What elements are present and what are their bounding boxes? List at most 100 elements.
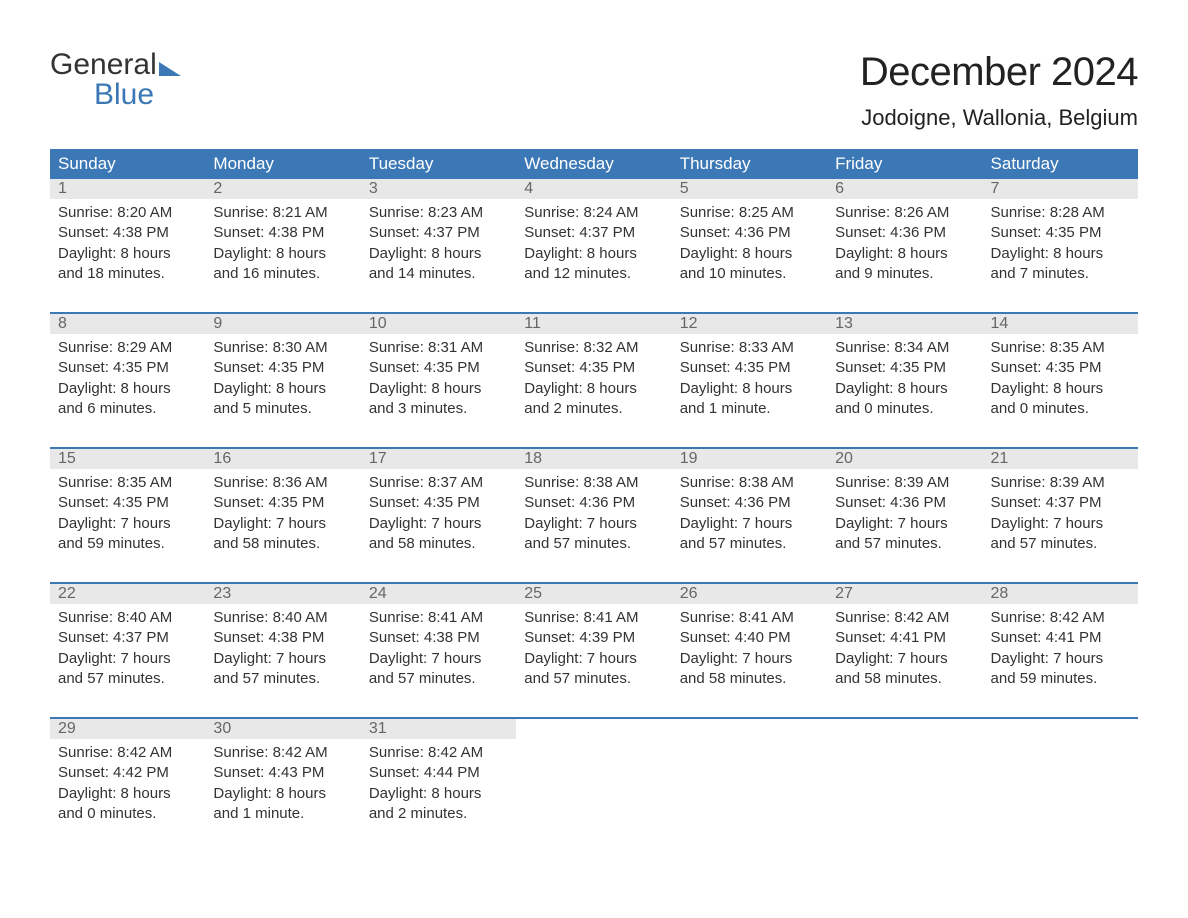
sunrise-line: Sunrise: 8:41 AM: [524, 608, 663, 628]
day-number: 5: [672, 179, 827, 199]
day-header: Monday: [205, 149, 360, 179]
daylight-label: Daylight:: [835, 245, 898, 262]
sunrise-line: Sunrise: 8:39 AM: [835, 473, 974, 493]
daylight-label: Daylight:: [524, 515, 587, 532]
day-cell: Sunrise: 8:42 AMSunset: 4:41 PMDaylight:…: [827, 604, 982, 718]
sunset-line: Sunset: 4:36 PM: [835, 223, 974, 243]
sunset-label: Sunset:: [991, 494, 1046, 511]
day-cell: Sunrise: 8:41 AMSunset: 4:40 PMDaylight:…: [672, 604, 827, 718]
sunrise-line: Sunrise: 8:33 AM: [680, 338, 819, 358]
sunset-value: 4:42 PM: [113, 764, 169, 781]
sunrise-line: Sunrise: 8:35 AM: [991, 338, 1130, 358]
day-cell: Sunrise: 8:24 AMSunset: 4:37 PMDaylight:…: [516, 199, 671, 313]
sunset-label: Sunset:: [991, 224, 1046, 241]
day-number: 9: [205, 313, 360, 334]
sunset-value: 4:35 PM: [424, 359, 480, 376]
sunset-label: Sunset:: [835, 629, 890, 646]
sunset-value: 4:39 PM: [579, 629, 635, 646]
day-number: 20: [827, 448, 982, 469]
sunrise-label: Sunrise:: [58, 204, 117, 221]
sunrise-line: Sunrise: 8:42 AM: [213, 743, 352, 763]
daylight-line2: and 16 minutes.: [213, 264, 352, 284]
sunrise-value: 8:29 AM: [117, 339, 172, 356]
daylight-label: Daylight:: [369, 515, 432, 532]
daylight-label: Daylight:: [213, 785, 276, 802]
sunrise-label: Sunrise:: [213, 744, 272, 761]
sunset-line: Sunset: 4:35 PM: [835, 358, 974, 378]
sunset-value: 4:41 PM: [1046, 629, 1102, 646]
daylight-label: Daylight:: [680, 650, 743, 667]
sunset-value: 4:38 PM: [268, 629, 324, 646]
daylight-line2: and 7 minutes.: [991, 264, 1130, 284]
sunset-line: Sunset: 4:35 PM: [213, 358, 352, 378]
daylight-line1: Daylight: 8 hours: [835, 244, 974, 264]
sunset-label: Sunset:: [213, 764, 268, 781]
daylight-label: Daylight:: [213, 380, 276, 397]
sunset-value: 4:35 PM: [268, 359, 324, 376]
day-cell: Sunrise: 8:39 AMSunset: 4:36 PMDaylight:…: [827, 469, 982, 583]
day-header: Thursday: [672, 149, 827, 179]
day-number-row: 1234567: [50, 179, 1138, 199]
sunrise-line: Sunrise: 8:38 AM: [524, 473, 663, 493]
sunrise-value: 8:42 AM: [117, 744, 172, 761]
day-cell: Sunrise: 8:35 AMSunset: 4:35 PMDaylight:…: [50, 469, 205, 583]
sunset-line: Sunset: 4:35 PM: [991, 358, 1130, 378]
day-cell: Sunrise: 8:23 AMSunset: 4:37 PMDaylight:…: [361, 199, 516, 313]
daylight-value1: 7 hours: [431, 515, 481, 532]
day-number: 21: [983, 448, 1138, 469]
daylight-line2: and 58 minutes.: [213, 534, 352, 554]
daylight-value1: 8 hours: [276, 380, 326, 397]
day-number: 13: [827, 313, 982, 334]
daylight-value1: 8 hours: [1053, 245, 1103, 262]
calendar-body: 1234567Sunrise: 8:20 AMSunset: 4:38 PMDa…: [50, 179, 1138, 852]
sunset-label: Sunset:: [369, 494, 424, 511]
daylight-label: Daylight:: [213, 245, 276, 262]
sunrise-value: 8:34 AM: [894, 339, 949, 356]
sunrise-label: Sunrise:: [213, 339, 272, 356]
daylight-value1: 7 hours: [276, 650, 326, 667]
daylight-label: Daylight:: [213, 650, 276, 667]
daylight-label: Daylight:: [213, 515, 276, 532]
day-header-row: SundayMondayTuesdayWednesdayThursdayFrid…: [50, 149, 1138, 179]
day-number: 22: [50, 583, 205, 604]
daylight-line2: and 0 minutes.: [835, 399, 974, 419]
daylight-line1: Daylight: 8 hours: [524, 244, 663, 264]
sunset-line: Sunset: 4:35 PM: [58, 493, 197, 513]
daylight-label: Daylight:: [58, 380, 121, 397]
day-number: 30: [205, 718, 360, 739]
sunset-value: 4:35 PM: [579, 359, 635, 376]
daylight-line2: and 12 minutes.: [524, 264, 663, 284]
day-cell: Sunrise: 8:38 AMSunset: 4:36 PMDaylight:…: [516, 469, 671, 583]
sunrise-value: 8:41 AM: [583, 609, 638, 626]
day-cell: Sunrise: 8:33 AMSunset: 4:35 PMDaylight:…: [672, 334, 827, 448]
sunrise-label: Sunrise:: [524, 204, 583, 221]
sunset-label: Sunset:: [524, 359, 579, 376]
daylight-line1: Daylight: 7 hours: [835, 649, 974, 669]
daylight-value1: 8 hours: [1053, 380, 1103, 397]
sunrise-label: Sunrise:: [58, 339, 117, 356]
sunset-line: Sunset: 4:37 PM: [369, 223, 508, 243]
sunset-label: Sunset:: [680, 359, 735, 376]
sunrise-label: Sunrise:: [991, 204, 1050, 221]
sunrise-label: Sunrise:: [58, 744, 117, 761]
day-number: [672, 718, 827, 739]
daylight-value1: 7 hours: [431, 650, 481, 667]
sunset-value: 4:37 PM: [424, 224, 480, 241]
day-number: 12: [672, 313, 827, 334]
daylight-line1: Daylight: 7 hours: [213, 649, 352, 669]
daylight-label: Daylight:: [991, 515, 1054, 532]
day-cell: Sunrise: 8:31 AMSunset: 4:35 PMDaylight:…: [361, 334, 516, 448]
day-content-row: Sunrise: 8:20 AMSunset: 4:38 PMDaylight:…: [50, 199, 1138, 313]
sunrise-line: Sunrise: 8:31 AM: [369, 338, 508, 358]
daylight-value1: 8 hours: [121, 785, 171, 802]
daylight-line2: and 18 minutes.: [58, 264, 197, 284]
daylight-line1: Daylight: 8 hours: [680, 379, 819, 399]
sunset-value: 4:41 PM: [890, 629, 946, 646]
sunrise-value: 8:42 AM: [273, 744, 328, 761]
daylight-value1: 8 hours: [742, 380, 792, 397]
daylight-line1: Daylight: 8 hours: [835, 379, 974, 399]
daylight-line2: and 57 minutes.: [524, 534, 663, 554]
sunset-label: Sunset:: [524, 224, 579, 241]
day-cell: Sunrise: 8:30 AMSunset: 4:35 PMDaylight:…: [205, 334, 360, 448]
sunset-value: 4:37 PM: [1046, 494, 1102, 511]
